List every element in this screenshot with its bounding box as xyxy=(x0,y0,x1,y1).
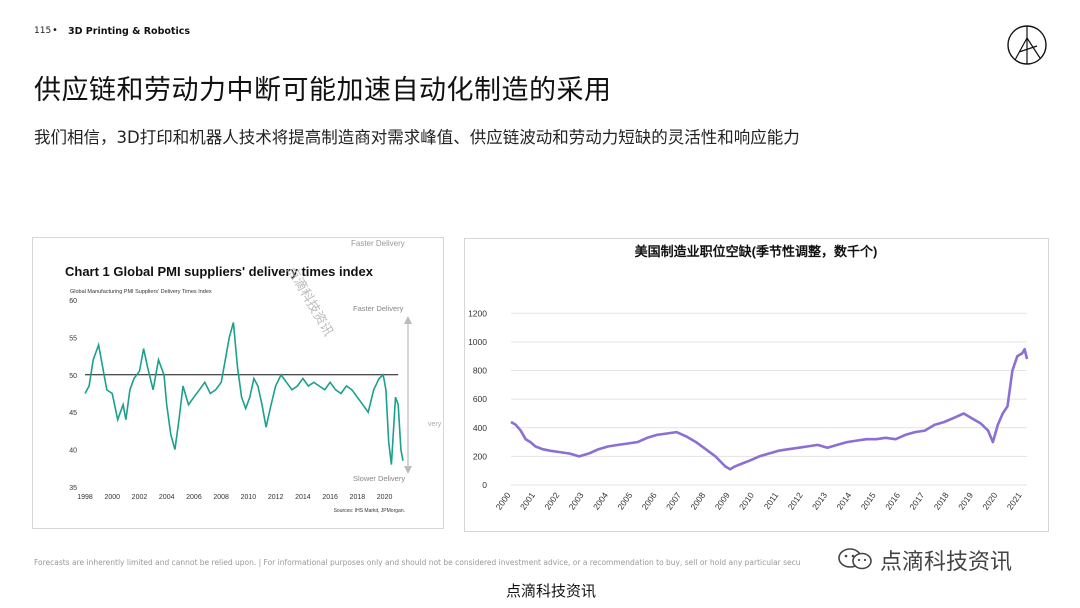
x-tick-label: 2008 xyxy=(213,494,229,501)
x-tick-label: 2006 xyxy=(640,490,659,511)
x-tick-label: 2006 xyxy=(186,494,202,501)
x-tick-label: 2008 xyxy=(688,490,707,511)
chart-source: Sources: IHS Markit, JPMorgan. xyxy=(334,508,405,514)
job-openings-chart-panel: 美国制造业职位空缺(季节性调整，数千个) 0 200 400 600 800 1000 120… xyxy=(464,238,1049,532)
chart-title: 美国制造业职位空缺(季节性调整，数千个) xyxy=(635,244,878,259)
x-tick-label: 2018 xyxy=(350,494,366,501)
page-subtitle: 我们相信，3D打印和机器人技术将提高制造商对需求峰值、供应链波动和劳动力短缺的灵… xyxy=(34,128,800,147)
x-tick-label: 2018 xyxy=(932,490,951,511)
y-tick-label: 40 xyxy=(69,448,77,455)
wechat-watermark: 点滴科技资讯 xyxy=(880,550,1013,575)
annotation-slower: Slower Delivery xyxy=(353,474,405,483)
wechat-icon xyxy=(838,548,872,570)
x-tick-label: 2021 xyxy=(1005,490,1024,511)
y-tick-label: 55 xyxy=(69,335,77,342)
y-tick-label: 1200 xyxy=(468,308,487,318)
y-tick-label: 0 xyxy=(482,480,487,490)
y-tick-label: 200 xyxy=(473,451,487,461)
page-number: 115 xyxy=(34,26,52,36)
x-tick-label: 2003 xyxy=(567,490,586,511)
x-tick-label: 2019 xyxy=(956,490,975,511)
x-tick-label: 2011 xyxy=(762,490,781,511)
x-tick-label: 2020 xyxy=(377,494,393,501)
x-tick-label: 2014 xyxy=(834,490,853,511)
x-tick-label: 2010 xyxy=(737,490,756,511)
y-tick-label: 800 xyxy=(473,366,487,376)
job-openings-chart: 美国制造业职位空缺(季节性调整，数千个) 0 200 400 600 800 1000 120… xyxy=(468,244,1029,512)
y-tick-label: 35 xyxy=(69,485,77,492)
x-tick-label: 2013 xyxy=(810,490,829,511)
x-tick-label: 2000 xyxy=(104,494,120,501)
x-tick-label: 2001 xyxy=(518,490,537,511)
y-tick-label: 400 xyxy=(473,423,487,433)
page-title: 供应链和劳动力中断可能加速自动化制造的采用 xyxy=(34,75,612,106)
x-tick-label: 2002 xyxy=(132,494,148,501)
x-tick-label: 2002 xyxy=(542,490,561,511)
x-tick-label: 2017 xyxy=(907,490,926,511)
x-tick-label: 2009 xyxy=(713,490,732,511)
annotation-cut: very xyxy=(428,421,442,428)
pmi-delivery-chart: Chart 1 Global PMI suppliers' delivery t… xyxy=(65,239,442,514)
x-tick-label: 1998 xyxy=(77,494,93,501)
disclaimer-footer: Forecasts are inherently limited and can… xyxy=(34,558,801,567)
x-tick-label: 2005 xyxy=(615,490,634,511)
bottom-watermark: 点滴科技资讯 xyxy=(506,582,597,600)
section-name: 3D Printing & Robotics xyxy=(68,26,190,37)
x-tick-label: 2004 xyxy=(159,494,175,501)
annotation-faster: Faster Delivery xyxy=(353,304,404,313)
y-tick-label: 1000 xyxy=(468,337,487,347)
x-tick-label: 2015 xyxy=(859,490,878,511)
brand-logo-icon xyxy=(1007,25,1047,65)
x-tick-label: 2012 xyxy=(786,490,805,511)
arrow-up-icon xyxy=(404,316,412,324)
x-tick-label: 2007 xyxy=(664,490,683,511)
chart-title: Chart 1 Global PMI suppliers' delivery t… xyxy=(65,264,374,279)
x-tick-label: 2000 xyxy=(494,490,513,511)
annotation-faster-top: Faster Delivery xyxy=(351,239,405,248)
x-tick-label: 2010 xyxy=(241,494,257,501)
arrow-down-icon xyxy=(404,466,412,474)
header-separator: • xyxy=(52,25,58,36)
x-tick-label: 2012 xyxy=(268,494,284,501)
pmi-chart-panel: Chart 1 Global PMI suppliers' delivery t… xyxy=(32,237,444,529)
pmi-series-line xyxy=(84,322,404,465)
x-tick-label: 2020 xyxy=(980,490,999,511)
y-tick-label: 600 xyxy=(473,394,487,404)
y-tick-label: 60 xyxy=(69,298,77,305)
x-tick-label: 2016 xyxy=(883,490,902,511)
y-tick-label: 50 xyxy=(69,373,77,380)
x-tick-label: 2004 xyxy=(591,490,610,511)
job-openings-series-line xyxy=(510,347,1029,471)
x-tick-label: 2014 xyxy=(295,494,311,501)
chart-subtitle: Global Manufacturing PMI Suppliers' Deli… xyxy=(70,289,212,295)
x-tick-label: 2016 xyxy=(322,494,338,501)
y-tick-label: 45 xyxy=(69,410,77,417)
